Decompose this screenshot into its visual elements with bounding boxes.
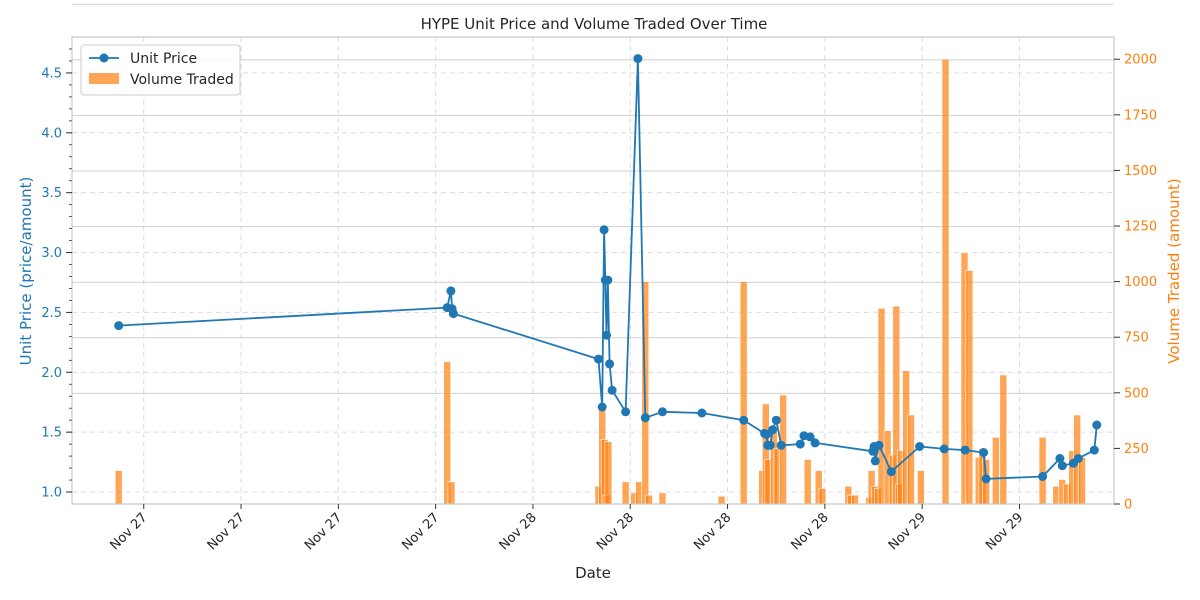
price-point bbox=[874, 440, 884, 450]
price-point bbox=[1038, 472, 1048, 481]
price-point bbox=[448, 309, 458, 319]
price-point bbox=[810, 438, 820, 448]
volume-bar bbox=[114, 470, 123, 505]
y-axis-right-label: Volume Traded (amount) bbox=[1165, 178, 1183, 364]
legend: Unit Price Volume Traded bbox=[80, 44, 241, 96]
price-point bbox=[870, 456, 880, 466]
chart-title: HYPE Unit Price and Volume Traded Over T… bbox=[421, 15, 768, 33]
y-right-tick-label: 0 bbox=[1124, 498, 1132, 513]
price-point bbox=[886, 467, 896, 477]
price-point bbox=[605, 359, 615, 369]
price-point bbox=[768, 425, 778, 435]
price-point bbox=[697, 408, 707, 418]
y-left-tick-label: 4.5 bbox=[41, 66, 62, 81]
y-left-tick-label: 3.5 bbox=[41, 186, 62, 201]
volume-bar bbox=[604, 441, 613, 505]
price-point bbox=[633, 54, 643, 64]
volume-bar bbox=[907, 414, 915, 505]
price-point bbox=[776, 440, 786, 450]
price-point bbox=[603, 275, 613, 285]
price-point bbox=[939, 444, 949, 454]
price-point bbox=[1055, 454, 1065, 463]
volume-bar bbox=[1038, 436, 1047, 505]
price-point bbox=[762, 430, 771, 439]
price-point bbox=[1092, 420, 1102, 430]
y-left-tick-label: 3.0 bbox=[41, 246, 62, 261]
price-point bbox=[739, 415, 749, 425]
y-right-tick-label: 1500 bbox=[1124, 164, 1157, 179]
y-right-tick-label: 750 bbox=[1124, 331, 1149, 346]
y-right-tick-label: 1250 bbox=[1124, 220, 1157, 235]
price-point bbox=[960, 445, 970, 455]
volume-bar bbox=[803, 459, 812, 505]
y-right-tick-label: 1750 bbox=[1124, 108, 1157, 123]
volume-bar bbox=[941, 58, 950, 505]
y-axis-left-label: Unit Price (price/amount) bbox=[17, 177, 35, 366]
volume-bar bbox=[621, 481, 630, 505]
volume-bar bbox=[658, 492, 667, 505]
price-point bbox=[446, 286, 456, 296]
price-series bbox=[114, 54, 1102, 484]
price-point bbox=[594, 354, 603, 364]
volume-bar bbox=[992, 436, 1000, 505]
y-right-tick-label: 1000 bbox=[1124, 275, 1157, 290]
y-right-tick-label: 2000 bbox=[1124, 53, 1157, 68]
price-point bbox=[1057, 461, 1067, 471]
price-point bbox=[915, 442, 925, 451]
volume-bar bbox=[818, 488, 827, 505]
price-point bbox=[658, 407, 667, 417]
price-point bbox=[765, 440, 775, 450]
price-point bbox=[981, 474, 991, 484]
price-point bbox=[1073, 454, 1083, 463]
grid bbox=[72, 3, 1114, 504]
price-point bbox=[599, 225, 609, 235]
volume-bar bbox=[739, 281, 748, 505]
legend-label-price: Unit Price bbox=[130, 51, 197, 67]
legend-box bbox=[80, 44, 241, 96]
price-point bbox=[1089, 445, 1099, 455]
y-left-tick-label: 1.0 bbox=[41, 486, 62, 501]
price-point bbox=[597, 402, 607, 412]
price-point bbox=[979, 448, 989, 457]
price-point bbox=[602, 330, 611, 340]
volume-bar bbox=[917, 470, 925, 505]
price-point bbox=[795, 439, 805, 449]
volume-bar bbox=[717, 495, 726, 505]
volume-bar bbox=[447, 481, 456, 505]
plot-frame bbox=[71, 36, 1115, 505]
price-point bbox=[621, 407, 631, 417]
legend-bar-icon bbox=[89, 73, 119, 84]
price-point bbox=[805, 432, 815, 442]
y-right-tick-label: 500 bbox=[1124, 386, 1149, 401]
volume-bar bbox=[851, 494, 859, 505]
y-left-tick-label: 4.0 bbox=[41, 126, 62, 141]
volume-bar bbox=[999, 374, 1008, 505]
price-point bbox=[607, 385, 617, 395]
volume-bar bbox=[965, 270, 974, 505]
y-right-tick-label: 250 bbox=[1124, 442, 1149, 457]
legend-label-volume: Volume Traded bbox=[130, 72, 234, 88]
y-left-tick-label: 1.5 bbox=[41, 426, 62, 441]
y-left-tick-label: 2.0 bbox=[41, 366, 62, 381]
price-point bbox=[114, 321, 124, 331]
y-left-tick-label: 2.5 bbox=[41, 306, 62, 321]
price-point bbox=[640, 413, 650, 423]
x-axis-label: Date bbox=[575, 564, 611, 582]
price-point bbox=[771, 415, 781, 425]
legend-marker-icon bbox=[99, 53, 109, 63]
volume-bar bbox=[1078, 456, 1086, 505]
volume-bar bbox=[645, 494, 653, 505]
